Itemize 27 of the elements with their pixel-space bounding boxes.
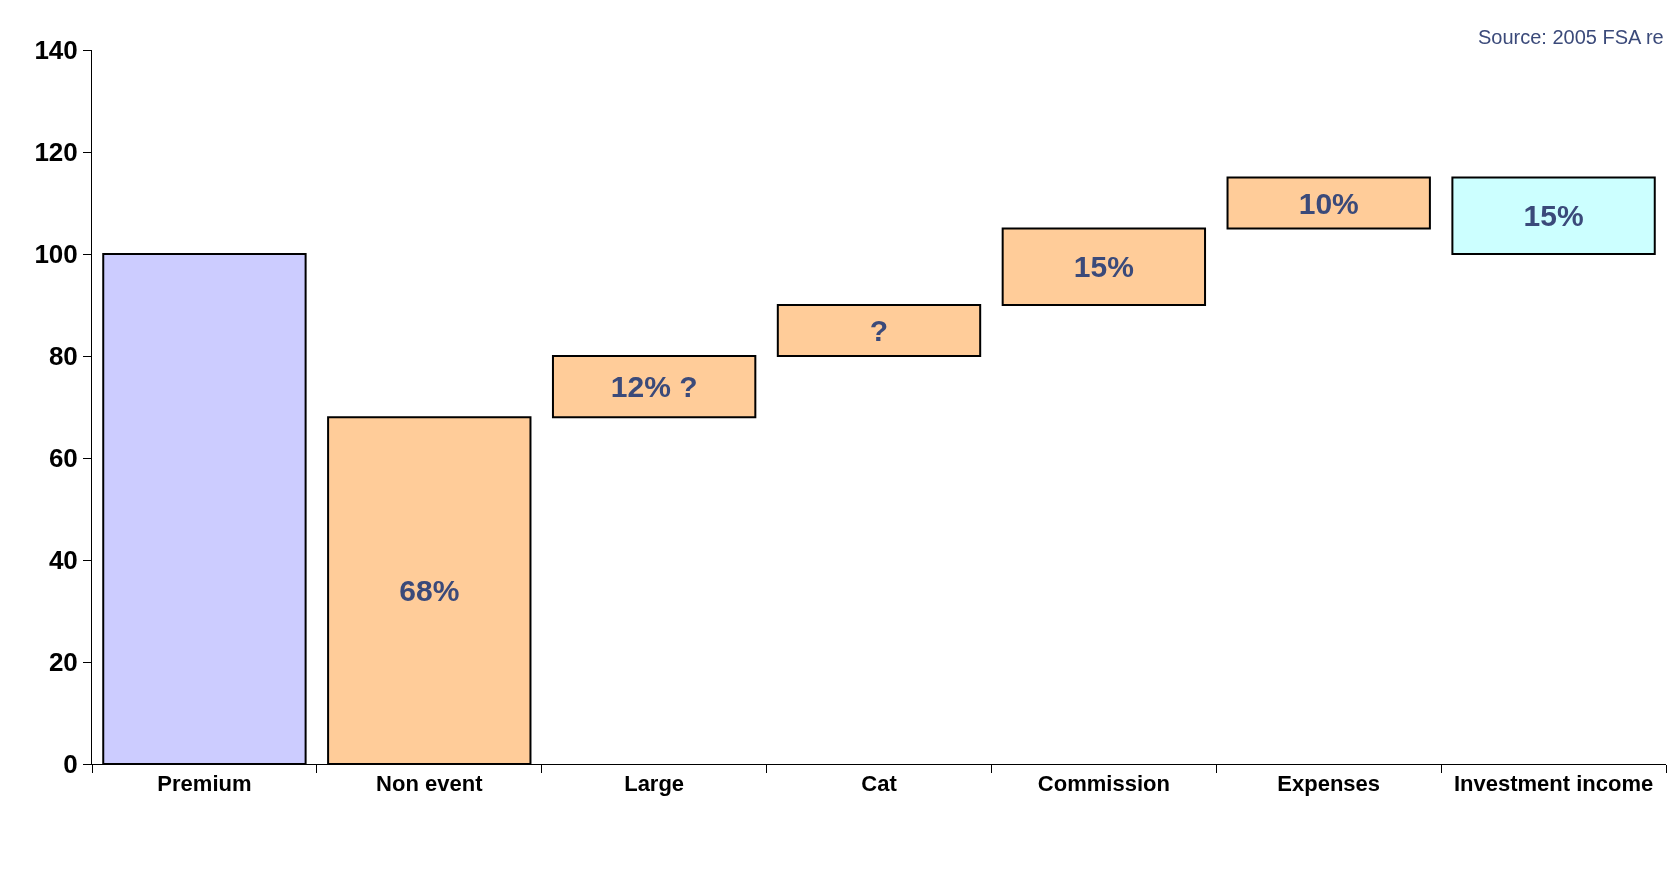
data-label: 10% — [1298, 186, 1359, 220]
x-tick-label: Cat — [861, 771, 898, 797]
data-label: 12% ? — [610, 370, 698, 404]
y-tick-label: 100 — [34, 239, 78, 270]
x-tick-label: Expenses — [1277, 771, 1381, 797]
bar — [1001, 227, 1207, 306]
x-tick-label: Investment income — [1453, 771, 1654, 797]
y-tick-label: 80 — [48, 341, 78, 372]
y-tick-label: 140 — [34, 35, 78, 66]
data-label: 68% — [399, 574, 460, 608]
y-tick-label: 0 — [63, 749, 78, 780]
source-note: Source: 2005 FSA re — [1478, 26, 1664, 48]
bar — [1226, 176, 1431, 230]
y-tick-label: 20 — [48, 647, 78, 678]
data-label: 15% — [1523, 199, 1584, 233]
y-tick-label: 60 — [48, 443, 78, 474]
y-tick-label: 120 — [34, 137, 78, 168]
x-tick-label: Commission — [1037, 771, 1170, 797]
x-tick-label: Premium — [157, 771, 252, 797]
y-tick-label: 40 — [48, 545, 78, 576]
bar — [776, 304, 982, 357]
data-label: ? — [869, 314, 889, 347]
data-label: 15% — [1073, 250, 1134, 284]
bar — [551, 355, 757, 419]
x-tick-label: Non event — [376, 771, 484, 797]
x-tick-label: Large — [624, 771, 685, 797]
bar — [1451, 176, 1656, 255]
